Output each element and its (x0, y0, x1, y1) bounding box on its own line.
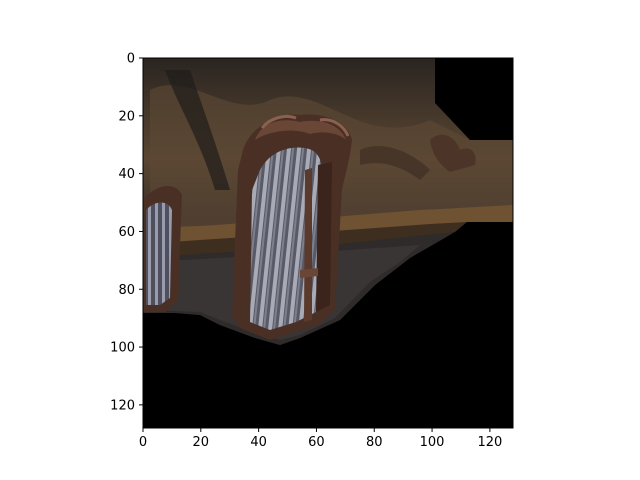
x-tick-label: 80 (366, 435, 383, 450)
y-tick-label: 100 (110, 341, 135, 356)
left-chair-back (143, 185, 182, 312)
x-tick-label: 0 (139, 435, 147, 450)
y-tick-label: 80 (118, 283, 135, 298)
main-chair-back (232, 114, 352, 340)
x-tick-label: 100 (420, 435, 445, 450)
y-tick-label: 20 (118, 109, 135, 124)
x-tick-label: 20 (193, 435, 210, 450)
y-tick-label: 120 (110, 398, 135, 413)
y-tick-label: 60 (118, 225, 135, 240)
x-axis: 0 20 40 60 80 100 120 (139, 428, 502, 450)
x-tick-label: 120 (477, 435, 502, 450)
y-axis: 0 20 40 60 80 100 120 (110, 52, 143, 413)
y-tick-label: 0 (127, 52, 135, 67)
image-plot-area (143, 58, 513, 428)
axes-frame (142, 57, 514, 429)
photo-region (143, 58, 513, 345)
x-tick-label: 60 (308, 435, 325, 450)
x-tick-label: 40 (250, 435, 267, 450)
y-tick-label: 40 (118, 167, 135, 182)
